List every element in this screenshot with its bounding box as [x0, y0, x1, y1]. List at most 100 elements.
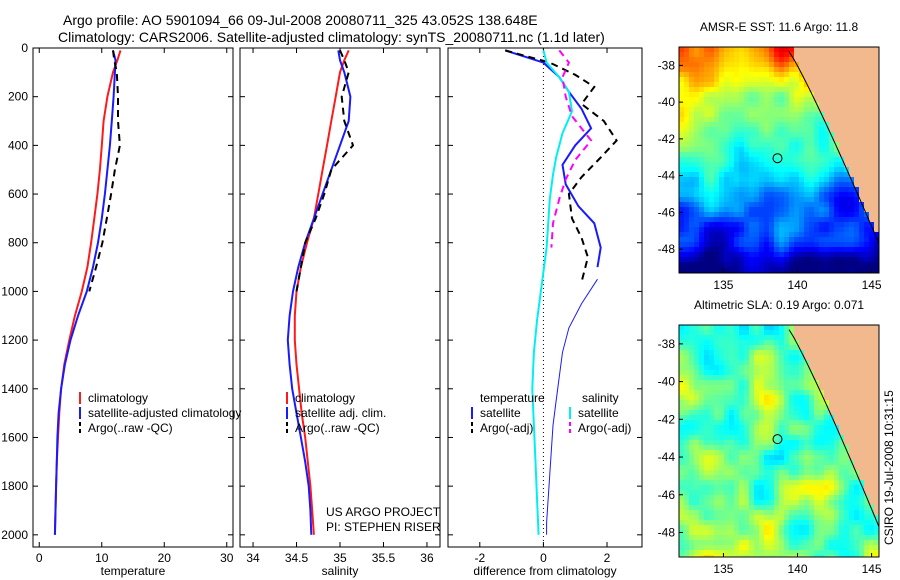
map-cell	[779, 107, 785, 113]
map-cell	[709, 247, 715, 253]
map-cell	[699, 182, 705, 188]
map-cell	[754, 405, 760, 411]
map-cell	[829, 72, 835, 78]
map-cell	[734, 142, 740, 148]
map-cell	[859, 545, 865, 551]
map-cell	[839, 535, 845, 541]
map-cell	[734, 57, 740, 63]
map-cell	[704, 237, 710, 243]
map-cell	[794, 67, 800, 73]
map-cell	[754, 182, 760, 188]
map-cell	[709, 400, 715, 406]
map-cell	[729, 232, 735, 238]
map-cell	[744, 385, 750, 391]
map-cell	[734, 340, 740, 346]
map-cell	[844, 252, 850, 258]
map-cell	[809, 67, 815, 73]
map-cell	[784, 242, 790, 248]
map-cell	[704, 247, 710, 253]
map-cell	[769, 122, 775, 128]
map-cell	[694, 237, 700, 243]
map-cell	[789, 97, 795, 103]
map-cell	[684, 152, 690, 158]
map-cell	[849, 242, 855, 248]
map-cell	[689, 495, 695, 501]
map-cell	[764, 102, 770, 108]
map-cell	[744, 192, 750, 198]
map-cell	[849, 535, 855, 541]
map-cell	[789, 370, 795, 376]
map-cell	[859, 172, 865, 178]
map-cell	[774, 247, 780, 253]
map-cell	[834, 147, 840, 153]
map-cell	[679, 435, 685, 441]
map-cell	[729, 545, 735, 551]
map-cell	[744, 415, 750, 421]
map-cell	[724, 87, 730, 93]
map-cell	[769, 455, 775, 461]
map-cell	[709, 505, 715, 511]
map-cell	[824, 57, 830, 63]
map-cell	[794, 470, 800, 476]
map-cell	[784, 262, 790, 268]
map-cell	[724, 480, 730, 486]
map-cell	[829, 405, 835, 411]
map-cell	[814, 415, 820, 421]
map-cell	[844, 242, 850, 248]
map-cell	[849, 207, 855, 213]
map-cell	[854, 102, 860, 108]
map-cell	[764, 217, 770, 223]
map-cell	[779, 117, 785, 123]
map-cell	[739, 550, 745, 556]
map-cell	[764, 485, 770, 491]
map-cell	[704, 142, 710, 148]
map-cell	[689, 535, 695, 541]
map-cell	[739, 355, 745, 361]
map-cell	[694, 415, 700, 421]
map-cell	[859, 192, 865, 198]
map-cell	[784, 157, 790, 163]
map-cell	[679, 232, 685, 238]
map-cell	[824, 490, 830, 496]
map-cell	[854, 172, 860, 178]
map-cell	[829, 365, 835, 371]
map-cell	[859, 242, 865, 248]
map-cell	[874, 237, 879, 243]
map-cell	[834, 192, 840, 198]
map-cell	[829, 52, 835, 58]
map-cell	[679, 390, 685, 396]
map-cell	[784, 122, 790, 128]
map-cell	[714, 187, 720, 193]
map-cell	[824, 505, 830, 511]
map-cell	[844, 222, 850, 228]
map-cell	[749, 247, 755, 253]
map-cell	[764, 77, 770, 83]
map-cell	[849, 202, 855, 208]
map-cell	[759, 445, 765, 451]
map-cell	[754, 540, 760, 546]
map-cell	[724, 500, 730, 506]
map-cell	[864, 77, 870, 83]
map-cell	[839, 92, 845, 98]
map-cell	[829, 480, 835, 486]
map-cell	[724, 335, 730, 341]
map-cell	[819, 415, 825, 421]
map-cell	[714, 222, 720, 228]
map-cell	[804, 177, 810, 183]
map-cell	[844, 550, 850, 556]
map-cell	[864, 192, 870, 198]
map-cell	[789, 212, 795, 218]
map-cell	[829, 445, 835, 451]
map-cell	[764, 340, 770, 346]
map-cell	[854, 430, 860, 436]
map-cell	[859, 117, 865, 123]
map-cell	[864, 475, 870, 481]
map-cell	[839, 365, 845, 371]
y-tick-label: 1400	[1, 382, 28, 396]
x-tick-label: 36	[420, 551, 434, 565]
map-cell	[829, 127, 835, 133]
map-cell	[689, 92, 695, 98]
map-cell	[819, 252, 825, 258]
map-cell	[809, 267, 815, 273]
map-cell	[774, 207, 780, 213]
